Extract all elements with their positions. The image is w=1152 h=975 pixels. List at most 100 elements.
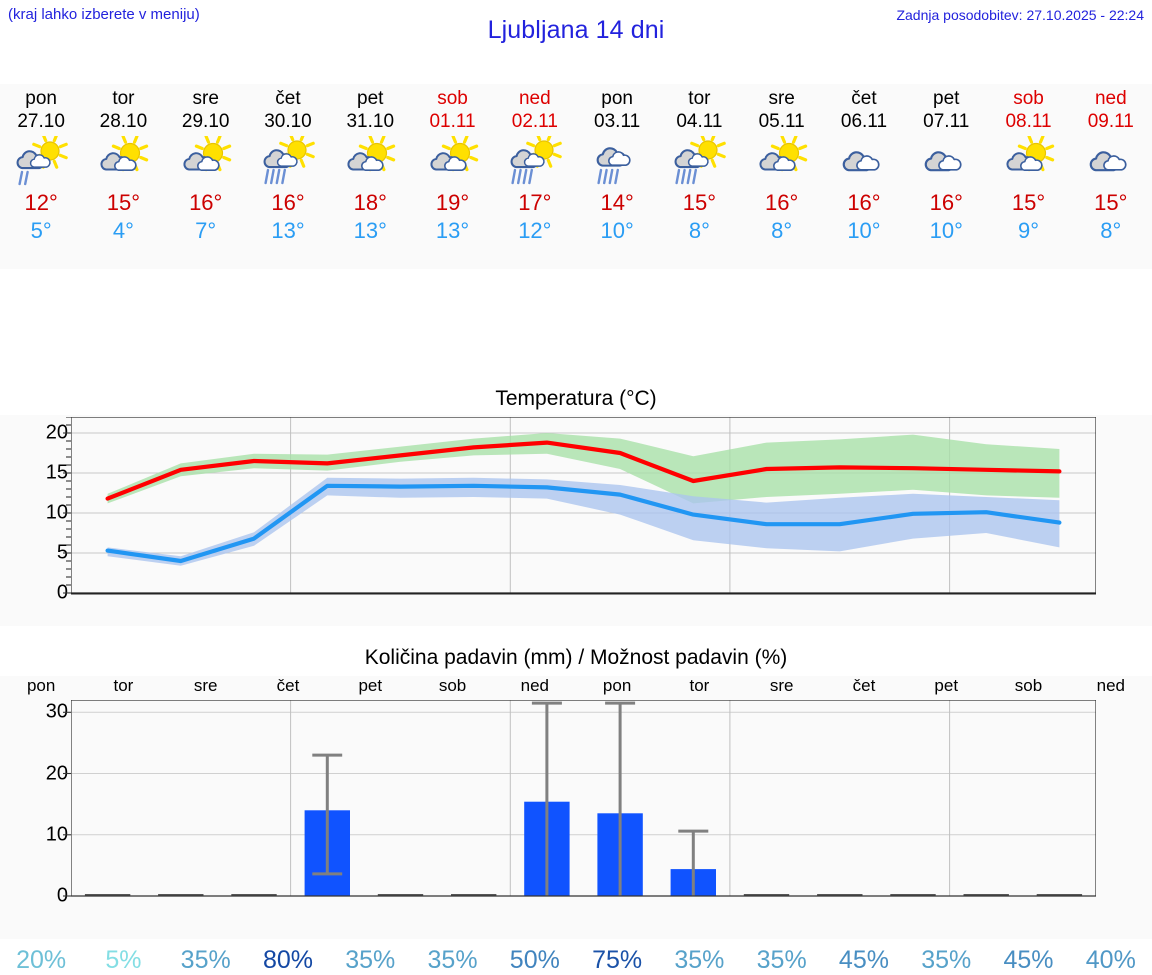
precipitation-bar — [451, 894, 497, 896]
sun-cloud-rain-icon — [502, 136, 568, 188]
temperature-y-tick: 0 — [56, 581, 68, 604]
precipitation-chart-section: Količina padavin (mm) / Možnost padavin … — [0, 640, 1152, 975]
precipitation-y-tick: 20 — [45, 762, 68, 784]
day-date: 28.10 — [99, 111, 148, 132]
day-max-temperature: 15° — [1011, 190, 1046, 215]
day-max-temperature: 19° — [435, 190, 470, 215]
day-max-temperature: 16° — [271, 190, 305, 215]
precipitation-day-label: sob — [438, 676, 467, 695]
precipitation-probability: 35% — [180, 945, 231, 974]
day-min-temperature: 8° — [1100, 218, 1122, 243]
precipitation-plot — [71, 700, 1096, 898]
day-min-temperature: 13° — [271, 218, 305, 243]
precipitation-bar — [743, 894, 790, 896]
day-min-temperature: 12° — [518, 218, 552, 243]
day-name: čet — [851, 88, 877, 109]
day-forecast-column[interactable]: sre 29.10 16° 7° — [165, 84, 247, 269]
day-max-temperature: 16° — [765, 190, 799, 215]
day-forecast-column[interactable]: sob 01.11 19° 13° — [411, 84, 493, 269]
day-name: čet — [275, 88, 301, 109]
location-menu-hint: (kraj lahko izberete v meniju) — [8, 6, 200, 23]
precipitation-chart-title: Količina padavin (mm) / Možnost padavin … — [364, 646, 788, 669]
precipitation-bar — [963, 894, 1009, 896]
day-forecast-column[interactable]: pet 31.10 18° 13° — [329, 84, 411, 269]
day-forecast-column[interactable]: tor 28.10 15° 4° — [82, 84, 164, 269]
day-forecast-column[interactable]: ned 09.11 15° 8° — [1070, 84, 1152, 269]
day-max-temperature: 17° — [518, 190, 552, 215]
precipitation-day-labels: pon tor sre čet pet sob ned pon tor sre čet pet sob n… — [0, 676, 1152, 700]
day-max-temperature: 16° — [189, 190, 223, 215]
day-name: sob — [1013, 88, 1044, 109]
sun-cloud-icon — [420, 136, 486, 188]
precipitation-y-tick: 0 — [56, 884, 68, 907]
day-forecast-column[interactable]: pon 03.11 14° 10° — [576, 84, 658, 269]
day-forecast-column[interactable]: sob 08.11 15° 9° — [987, 84, 1069, 269]
day-date: 27.10 — [17, 111, 65, 132]
day-min-temperature: 10° — [600, 218, 634, 243]
day-forecast-column[interactable]: čet 30.10 16° 13° — [247, 84, 329, 269]
precipitation-day-label: sre — [769, 676, 794, 695]
day-date: 29.10 — [181, 111, 230, 132]
day-min-temperature: 10° — [847, 218, 881, 243]
sun-cloud-icon — [173, 136, 239, 188]
precipitation-probability: 35% — [756, 945, 807, 974]
cloud-icon — [1078, 136, 1144, 188]
temperature-y-tick: 20 — [45, 421, 68, 444]
day-max-temperature: 16° — [847, 190, 881, 215]
precipitation-probability: 75% — [592, 945, 643, 974]
precipitation-bar — [84, 894, 131, 896]
day-forecast-column[interactable]: pet 07.11 16° 10° — [905, 84, 987, 269]
precipitation-day-label: čet — [852, 676, 876, 695]
day-date: 08.11 — [1005, 111, 1052, 132]
day-name: pet — [933, 88, 960, 109]
day-max-temperature: 15° — [106, 190, 141, 215]
day-name: sre — [768, 88, 795, 109]
day-forecast-column[interactable]: ned 02.11 17° 12° — [494, 84, 576, 269]
precipitation-day-label: ned — [520, 676, 550, 695]
day-min-temperature: 7° — [195, 218, 217, 243]
cloud-rain-icon — [584, 136, 650, 188]
day-name: sob — [437, 88, 468, 109]
precipitation-day-label: sre — [193, 676, 218, 695]
day-forecast-column[interactable]: tor 04.11 15° 8° — [658, 84, 740, 269]
precipitation-day-label: pet — [358, 676, 383, 695]
precipitation-probability: 35% — [427, 945, 478, 974]
day-min-temperature: 8° — [688, 218, 710, 243]
precipitation-probability: 20% — [16, 945, 67, 974]
day-forecast-column[interactable]: pon 27.10 12° 5° — [0, 84, 82, 269]
day-name: ned — [1094, 88, 1127, 109]
precipitation-day-label: tor — [113, 676, 134, 695]
precipitation-probability: 35% — [345, 945, 396, 974]
temperature-y-axis-labels: 0 5 10 15 20 — [18, 417, 68, 604]
temperature-y-tick: 10 — [45, 501, 68, 524]
precipitation-probability: 50% — [509, 945, 560, 974]
day-min-temperature: 13° — [353, 218, 387, 243]
temperature-chart-title: Temperatura (°C) — [495, 387, 657, 410]
day-forecast-column[interactable]: sre 05.11 16° 8° — [741, 84, 823, 269]
day-name: sre — [192, 88, 219, 109]
precipitation-probability: 45% — [1003, 945, 1054, 974]
day-date: 01.11 — [429, 111, 476, 132]
precipitation-y-tick: 10 — [45, 823, 68, 846]
day-min-temperature: 8° — [771, 218, 793, 243]
last-update-text: Zadnja posodobitev: 27.10.2025 - 22:24 — [896, 7, 1144, 23]
day-date: 09.11 — [1087, 111, 1134, 132]
daily-forecast-strip: pon 27.10 12° 5° tor 28.10 15° 4° sre 29.10 16° 7° č… — [0, 84, 1152, 269]
temperature-plot — [71, 417, 1096, 596]
precipitation-probability: 35% — [674, 945, 725, 974]
day-date: 04.11 — [676, 111, 723, 132]
day-date: 03.11 — [594, 111, 641, 132]
precipitation-y-axis-labels: 0 10 20 30 — [18, 700, 68, 907]
precipitation-day-label: sob — [1014, 676, 1043, 695]
precipitation-day-label: čet — [276, 676, 300, 695]
sun-cloud-icon — [749, 136, 815, 188]
precipitation-probability-row: 20% 5% 35% 80% 35% 35% 50% 75% 35% 35% 45% 35% 45% 40… — [0, 940, 1152, 975]
day-date: 31.10 — [346, 111, 395, 132]
day-max-temperature: 15° — [682, 190, 717, 215]
day-min-temperature: 10° — [929, 218, 963, 243]
day-min-temperature: 13° — [435, 218, 470, 243]
day-forecast-column[interactable]: čet 06.11 16° 10° — [823, 84, 905, 269]
precipitation-probability: 45% — [838, 945, 889, 974]
